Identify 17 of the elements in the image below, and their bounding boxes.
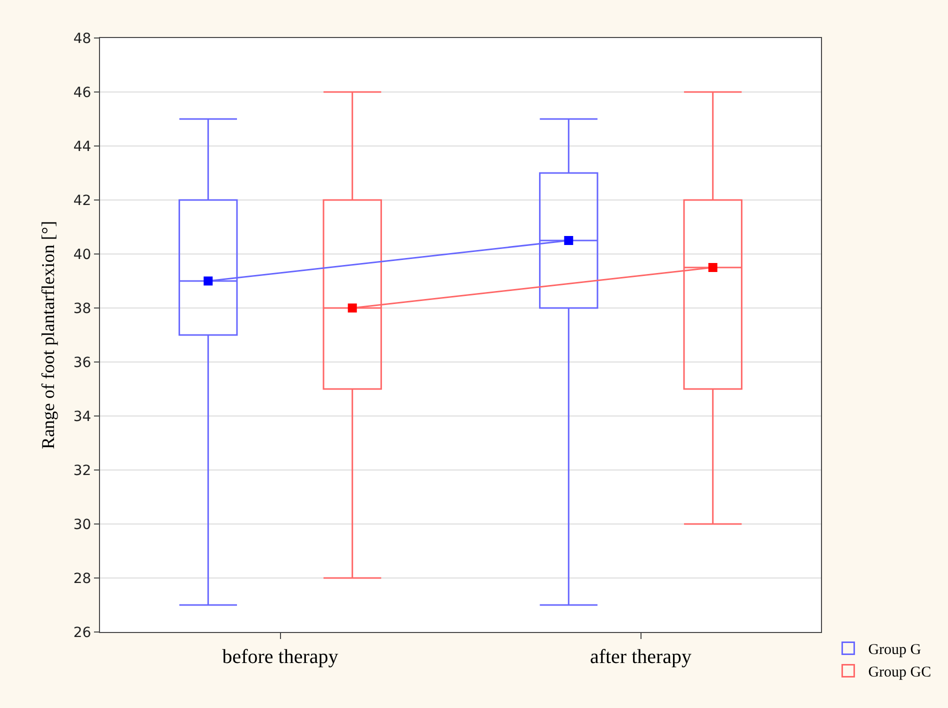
x-tick-label: before therapy — [222, 646, 338, 668]
y-tick-label: 28 — [73, 570, 92, 587]
legend-label: Group G — [868, 642, 922, 658]
y-tick-label: 30 — [73, 516, 92, 533]
y-tick-label: 36 — [73, 354, 92, 371]
y-tick-label: 34 — [73, 408, 92, 425]
y-tick-label: 32 — [73, 462, 92, 479]
y-tick-label: 44 — [73, 138, 92, 155]
y-tick-label: 26 — [73, 624, 92, 641]
legend-label: Group GC — [868, 664, 932, 681]
y-tick-label: 48 — [73, 30, 92, 47]
y-axis-title: Range of foot plantarflexion [°] — [38, 220, 58, 450]
x-tick-label: after therapy — [590, 646, 692, 668]
y-tick-label: 38 — [73, 300, 92, 317]
y-tick-label: 42 — [73, 192, 92, 209]
y-tick-label: 40 — [73, 246, 92, 263]
y-tick-label: 46 — [73, 84, 92, 101]
